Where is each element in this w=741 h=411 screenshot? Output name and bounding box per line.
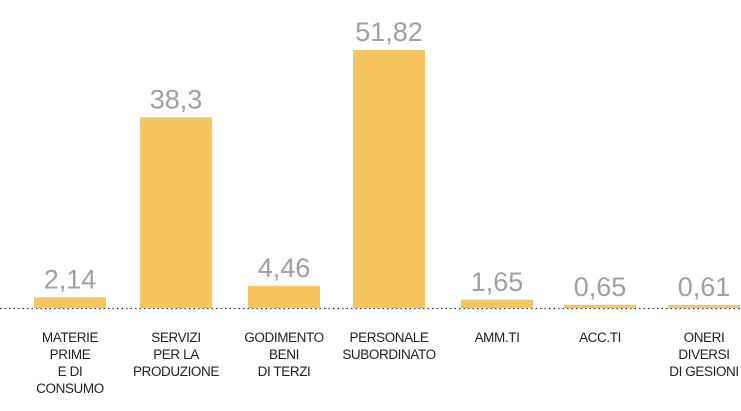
bar [668,304,740,308]
value-label: 0,65 [574,272,627,302]
bar [248,285,320,308]
value-label: 2,14 [44,264,97,294]
value-label: 38,3 [150,84,203,114]
category-label: SERVIZI PER LA PRODUZIONE [132,330,219,379]
category-label: ACC.TI [579,330,621,345]
category-label: MATERIE PRIME E DI CONSUMO [36,330,104,396]
category-label: PERSONALE SUBORDINATO [342,330,436,362]
bar [140,117,212,308]
value-label: 1,65 [471,267,524,297]
bar [564,304,636,308]
category-label: AMM.TI [474,330,520,345]
value-label: 4,46 [258,253,311,283]
category-label: ONERI DIVERSI DI GESIONI [669,330,739,379]
bar [34,297,106,308]
bar [461,299,533,308]
category-label: GODIMENTO BENI DI TERZI [244,330,324,379]
bar [353,50,425,308]
value-label: 0,61 [678,272,731,302]
value-label: 51,82 [355,17,423,47]
